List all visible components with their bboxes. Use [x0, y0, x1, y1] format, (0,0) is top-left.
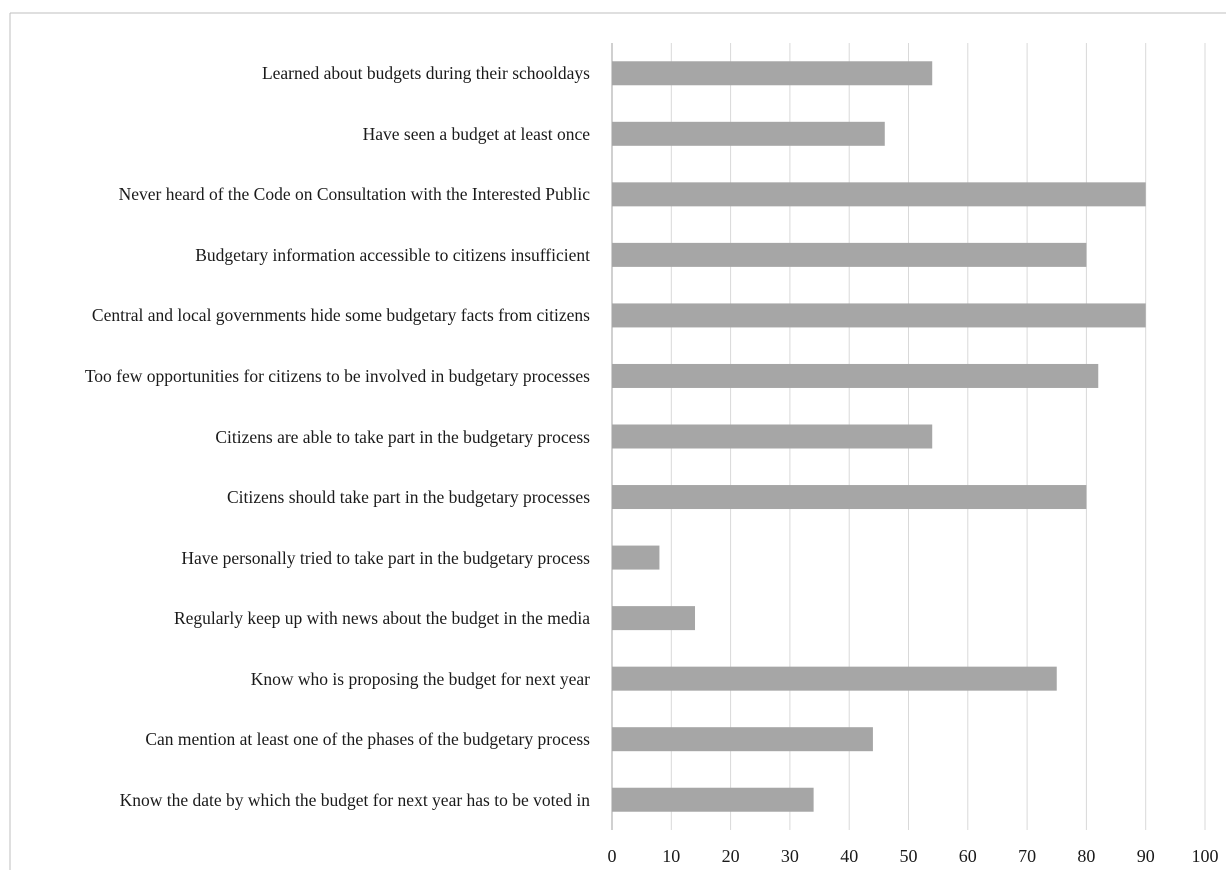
- bar: [612, 485, 1087, 510]
- bar: [612, 303, 1146, 328]
- x-tick-label: 10: [662, 846, 680, 866]
- bar: [612, 545, 660, 570]
- y-tick-label: Regularly keep up with news about the bu…: [173, 608, 590, 629]
- x-tick-label: 60: [959, 846, 977, 866]
- x-tick-label: 40: [840, 846, 858, 866]
- bar: [612, 606, 696, 631]
- y-tick-label: Never heard of the Code on Consultation …: [118, 184, 590, 205]
- y-tick-label: Have seen a budget at least once: [362, 123, 590, 144]
- y-tick-label: Know the date by which the budget for ne…: [119, 789, 590, 810]
- y-tick-label: Central and local governments hide some …: [91, 305, 590, 326]
- y-tick-label: Citizens are able to take part in the bu…: [215, 426, 590, 447]
- y-tick-label: Too few opportunities for citizens to be…: [84, 365, 590, 386]
- x-tick-label: 100: [1192, 846, 1219, 866]
- y-tick-label: Have personally tried to take part in th…: [181, 547, 590, 568]
- y-tick-label: Learned about budgets during their schoo…: [261, 63, 590, 84]
- x-tick-label: 90: [1137, 846, 1155, 866]
- bar: [612, 666, 1057, 691]
- x-tick-label: 70: [1018, 846, 1036, 866]
- y-tick-label: Citizens should take part in the budgeta…: [226, 487, 590, 508]
- x-tick-label: 50: [900, 846, 918, 866]
- y-tick-label: Know who is proposing the budget for nex…: [250, 668, 590, 689]
- bar: [612, 787, 814, 812]
- y-tick-label: Can mention at least one of the phases o…: [145, 729, 590, 750]
- y-tick-label: Budgetary information accessible to citi…: [195, 244, 590, 265]
- x-tick-label: 20: [722, 846, 740, 866]
- bar: [612, 242, 1087, 267]
- bar: [612, 363, 1099, 388]
- bar: [612, 727, 873, 752]
- bar: [612, 61, 933, 86]
- bar: [612, 121, 885, 146]
- bar: [612, 182, 1146, 207]
- x-tick-label: 30: [781, 846, 799, 866]
- bar: [612, 424, 933, 449]
- x-tick-label: 80: [1077, 846, 1095, 866]
- x-tick-label: 0: [608, 846, 617, 866]
